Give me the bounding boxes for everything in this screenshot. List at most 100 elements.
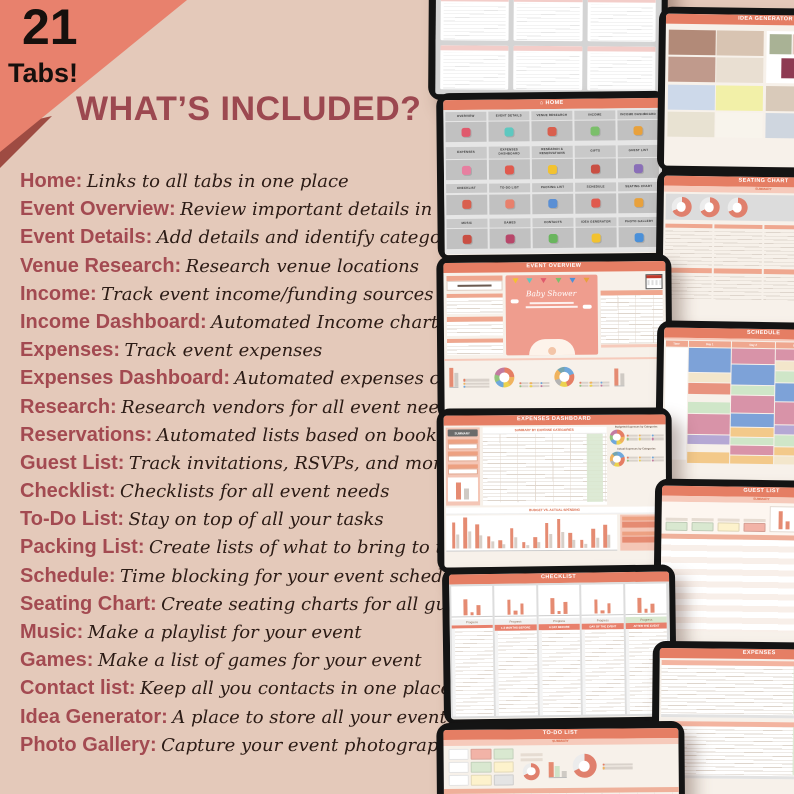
feature-list: Home: Links to all tabs in one place Eve…	[20, 171, 526, 763]
ed-bottom	[444, 513, 666, 553]
tablet-checklist: CHECKLIST Progress Progress 1-2 MONTHS B…	[441, 564, 678, 726]
schedule-day-1: Day 1	[688, 340, 732, 348]
tablet-games	[428, 0, 669, 102]
tablet-home: ⌂ HOME OVERVIEW EVENT DETAILS VENUE RESE…	[436, 90, 669, 262]
venue-research-icon	[547, 126, 557, 137]
ed-table: SUMMARY BY EXPENSE CATEGORIES	[482, 426, 607, 506]
research-icon	[547, 164, 557, 174]
games-screen	[434, 0, 663, 96]
feature-income: Income: Track event income/funding sourc…	[20, 282, 434, 305]
bar-group	[463, 517, 471, 549]
tab-count-label: Tabs!	[8, 58, 79, 88]
home-icon: ⌂	[539, 100, 544, 107]
expenses-dashboard-icon	[504, 165, 514, 175]
tablet-idea-generator: IDEA GENERATOR	[656, 6, 794, 175]
palette-swatch	[781, 58, 794, 79]
idea-generator-icon	[591, 233, 601, 243]
tile-guest-list: GUEST LIST	[617, 144, 660, 158]
ed-budget-actual-chart	[445, 514, 617, 552]
tile-photo-gallery: PHOTO GALLERY	[618, 216, 661, 227]
time-block	[687, 394, 731, 402]
income-icon	[590, 126, 600, 136]
ed-sidebar: SUMMARY	[445, 427, 480, 506]
income-dashboard-icon	[633, 126, 643, 136]
tile-overview: OVERVIEW	[444, 111, 487, 122]
todo-donut-2	[572, 754, 597, 779]
guest-list-icon	[634, 163, 644, 174]
invite-card-title: Baby Shower	[525, 288, 577, 299]
todo-stat-boxes	[448, 748, 515, 786]
ed-donut-2	[609, 451, 625, 467]
tile-expenses-dashboard: EXPENSES DASHBOARD	[488, 145, 530, 159]
time-block	[686, 434, 730, 445]
feature-packing-list: Packing List: Create lists of what to br…	[20, 536, 521, 559]
tile-research-reservations: RESEARCH & RESERVATIONS	[531, 145, 574, 159]
time-block	[730, 455, 773, 465]
bar-group	[556, 518, 564, 548]
feature-music: Music: Make a playlist for your event	[20, 621, 362, 644]
time-block	[773, 435, 794, 447]
palette-swatch	[769, 34, 792, 55]
eo-donut-2	[554, 366, 575, 388]
tile-games: GAMES	[489, 218, 531, 228]
eo-invite-card: Baby Shower	[504, 274, 598, 356]
schedule-day-2: Day 2	[731, 341, 775, 349]
seating-donut-1	[671, 196, 692, 217]
guest-table-rows	[659, 538, 794, 634]
tile-income-dashboard: INCOME DASHBOARD	[617, 109, 659, 120]
games-icon	[505, 234, 515, 244]
tablet-todo: TO-DO LIST SUMMARY	[436, 720, 686, 794]
tablet-schedule: SCHEDULE Time Day 1 Day 2 Day 3 Day 4	[654, 320, 794, 492]
time-block	[686, 444, 730, 452]
bar-group	[603, 524, 611, 548]
page-title: WHAT’S INCLUDED?	[76, 90, 422, 128]
tile-schedule: SCHEDULE	[574, 182, 617, 193]
ed-donut-1	[609, 429, 625, 445]
bar-group	[580, 539, 588, 548]
feature-games: Games: Make a list of games for your eve…	[20, 649, 422, 672]
photo-collage-2	[666, 84, 764, 138]
guest-rsvp-chart-1	[768, 505, 794, 533]
bar-group	[451, 522, 460, 549]
schedule-screen: SCHEDULE Time Day 1 Day 2 Day 3 Day 4	[661, 326, 794, 486]
guest-list-screen: GUEST LIST SUMMARY	[659, 485, 794, 646]
feature-contact-list: Contact list: Keep all you contacts in o…	[20, 677, 452, 700]
checklist-icon	[462, 200, 472, 210]
event-details-icon	[504, 127, 514, 137]
tile-packing-list: PACKING LIST	[531, 183, 574, 193]
time-block	[774, 383, 794, 402]
packing-list-icon	[548, 199, 558, 209]
checklist-col-3: Progress A DAY BEFORE	[537, 584, 582, 716]
ed-mini-chart	[447, 476, 478, 502]
event-overview-top: Baby Shower	[443, 271, 666, 359]
time-block	[731, 364, 775, 386]
tile-checklist: CHECKLIST	[445, 184, 488, 194]
games-card-grid	[434, 0, 663, 96]
time-block	[730, 427, 774, 438]
time-block	[774, 425, 794, 435]
eo-bar-chart-1	[448, 364, 459, 388]
event-overview-screen: EVENT OVERVIEW	[442, 260, 667, 415]
seating-summary-panel	[665, 193, 794, 223]
tile-gifts: GIFTS	[574, 144, 617, 158]
eo-right-column	[600, 274, 663, 355]
tile-contacts: CONTACTS	[532, 217, 574, 228]
todo-screen: TO-DO LIST SUMMARY	[442, 727, 680, 794]
bar-group	[533, 537, 541, 549]
schedule-icon	[591, 198, 601, 209]
overview-icon	[461, 127, 471, 137]
expenses-icon	[461, 165, 471, 175]
bar-group	[521, 542, 530, 549]
contacts-icon	[548, 233, 558, 243]
checklist-col-1: Progress	[450, 585, 495, 717]
todo-summary-panel	[443, 744, 678, 789]
time-block	[730, 445, 773, 456]
gifts-icon	[590, 164, 601, 174]
tab-count: 21	[22, 0, 78, 55]
time-block	[730, 395, 774, 414]
seating-donut-2	[699, 196, 720, 218]
time-block	[731, 385, 774, 396]
feature-todo-list: To-Do List: Stay on top of all your task…	[20, 508, 384, 531]
rainbow-arc	[528, 338, 575, 356]
